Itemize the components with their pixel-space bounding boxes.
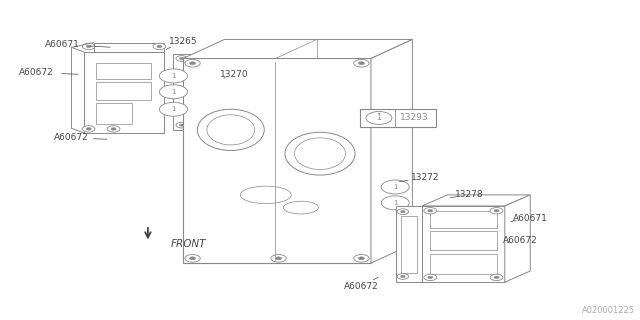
FancyBboxPatch shape <box>360 108 436 127</box>
Text: A60672: A60672 <box>344 282 379 292</box>
Circle shape <box>157 45 162 48</box>
Text: A60671: A60671 <box>513 214 548 223</box>
Circle shape <box>83 126 95 132</box>
Circle shape <box>354 254 369 262</box>
Circle shape <box>494 276 499 279</box>
Circle shape <box>428 276 433 279</box>
Circle shape <box>159 102 188 116</box>
Circle shape <box>159 69 188 83</box>
Circle shape <box>176 56 188 61</box>
Circle shape <box>189 257 196 260</box>
Text: A60672: A60672 <box>54 133 89 142</box>
Circle shape <box>358 62 364 65</box>
Circle shape <box>401 211 405 213</box>
Circle shape <box>176 122 188 128</box>
Ellipse shape <box>241 186 291 204</box>
Circle shape <box>397 209 408 215</box>
Text: 1: 1 <box>393 200 397 206</box>
Circle shape <box>271 254 286 262</box>
Circle shape <box>494 210 499 212</box>
Polygon shape <box>84 52 164 133</box>
Polygon shape <box>183 59 371 263</box>
Text: 1: 1 <box>171 73 176 79</box>
Circle shape <box>185 254 200 262</box>
Circle shape <box>185 60 200 67</box>
Circle shape <box>366 111 392 124</box>
Circle shape <box>111 128 116 130</box>
Circle shape <box>227 122 238 128</box>
Circle shape <box>358 257 364 260</box>
Circle shape <box>227 56 238 61</box>
Circle shape <box>153 43 166 50</box>
Circle shape <box>159 85 188 99</box>
Text: A60672: A60672 <box>503 236 538 245</box>
Circle shape <box>86 45 92 48</box>
Text: 13272: 13272 <box>411 173 440 182</box>
Circle shape <box>179 124 184 126</box>
Circle shape <box>276 257 282 260</box>
Circle shape <box>86 128 92 130</box>
Circle shape <box>83 43 95 50</box>
Text: A60671: A60671 <box>45 40 79 49</box>
Text: 13270: 13270 <box>220 70 248 79</box>
Text: 1: 1 <box>393 184 397 190</box>
Polygon shape <box>422 206 505 282</box>
Polygon shape <box>173 54 241 130</box>
Text: 13265: 13265 <box>169 36 197 45</box>
Polygon shape <box>94 43 164 52</box>
Ellipse shape <box>207 115 255 145</box>
Text: A020001225: A020001225 <box>582 307 636 316</box>
Text: 1: 1 <box>171 106 176 112</box>
Circle shape <box>490 208 503 214</box>
Circle shape <box>428 210 433 212</box>
Circle shape <box>354 60 369 67</box>
Circle shape <box>490 274 503 281</box>
Ellipse shape <box>285 132 355 175</box>
Circle shape <box>107 126 120 132</box>
Circle shape <box>401 275 405 277</box>
Circle shape <box>424 208 436 214</box>
Circle shape <box>189 62 196 65</box>
Text: FRONT: FRONT <box>170 239 205 249</box>
Text: 1: 1 <box>171 89 176 95</box>
Text: 13293: 13293 <box>401 114 429 123</box>
Ellipse shape <box>294 138 346 170</box>
Text: 13278: 13278 <box>456 190 484 199</box>
Ellipse shape <box>284 201 319 214</box>
Circle shape <box>397 274 408 279</box>
Polygon shape <box>371 39 412 263</box>
Polygon shape <box>396 206 422 282</box>
Circle shape <box>230 124 234 126</box>
Circle shape <box>179 57 184 60</box>
Text: 1: 1 <box>376 114 381 123</box>
Text: A60672: A60672 <box>19 68 54 77</box>
Circle shape <box>381 180 409 194</box>
Ellipse shape <box>197 109 264 150</box>
Polygon shape <box>505 195 531 282</box>
Circle shape <box>230 57 234 60</box>
Polygon shape <box>183 39 412 59</box>
Polygon shape <box>422 195 531 206</box>
Circle shape <box>381 196 409 210</box>
Circle shape <box>424 274 436 281</box>
